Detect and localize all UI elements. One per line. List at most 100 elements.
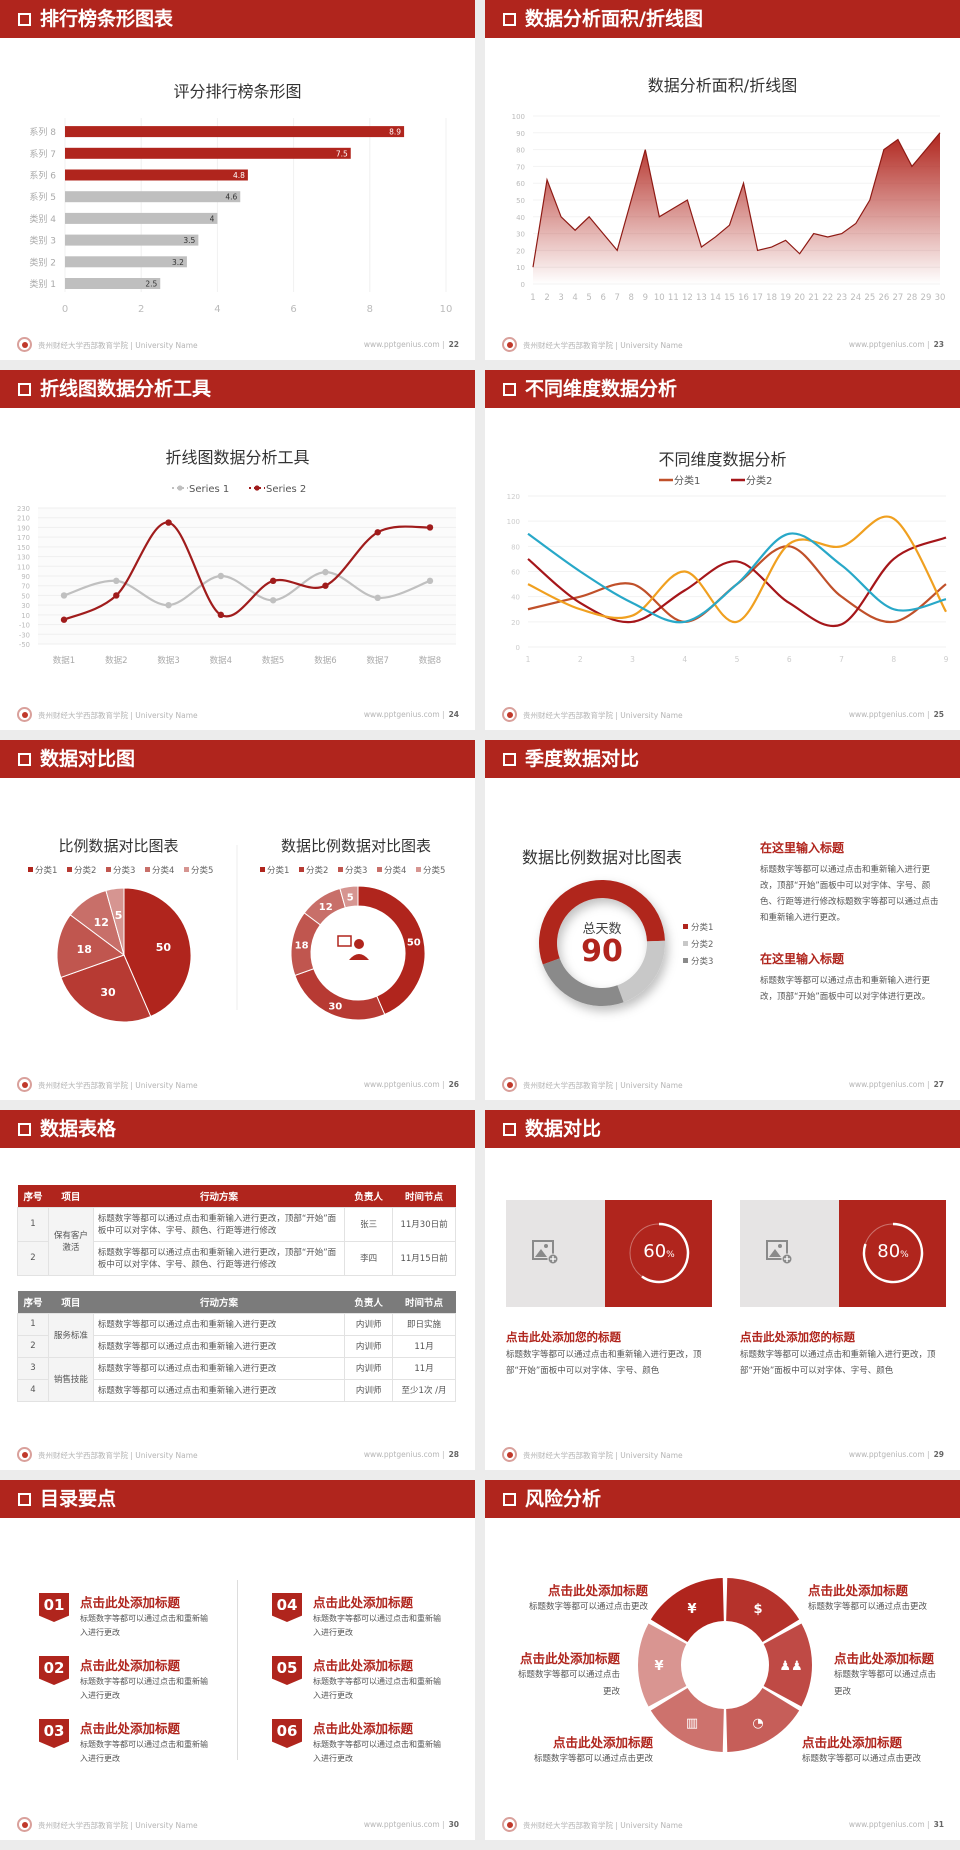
data-point bbox=[374, 594, 381, 602]
cell-index: 1 bbox=[17, 1206, 49, 1242]
slide-footer: 贵州财经大学西部教育学院 | University Name www.pptgen… bbox=[485, 1812, 960, 1840]
slide-area-chart[interactable]: 数据分析面积/折线图 数据分析面积/折线图 贵州财经大学西部教育学院 | Uni… bbox=[485, 0, 960, 360]
slice-label: 5 bbox=[347, 893, 354, 904]
percent-value: 60% bbox=[625, 1241, 693, 1262]
item-heading: 点击此处添加标题 bbox=[80, 1595, 181, 1610]
item-text: 标题数字等都可以通过点击和重新输入进行更改 bbox=[80, 1614, 208, 1637]
legend-swatch bbox=[683, 941, 688, 946]
slide-toc-points[interactable]: 目录要点 贵州财经大学西部教育学院 | University Name www.p… bbox=[0, 1480, 475, 1840]
image-placeholder[interactable] bbox=[506, 1200, 605, 1307]
footer-school: 贵州财经大学西部教育学院 | University Name bbox=[38, 711, 198, 720]
legend-label: 分类3 bbox=[113, 865, 135, 876]
y-tick-label: 40 bbox=[516, 214, 525, 222]
x-tick-label: 5 bbox=[735, 655, 740, 664]
footer-right: www.pptgenius.com | 26 bbox=[364, 1080, 459, 1089]
x-tick-label: 2 bbox=[544, 293, 549, 303]
data-point bbox=[165, 601, 172, 609]
bar-value-label: 2.5 bbox=[145, 280, 157, 289]
donut-slice bbox=[539, 880, 665, 965]
footer-url[interactable]: www.pptgenius.com | bbox=[363, 1450, 445, 1459]
slide-bar-ranking[interactable]: 排行榜条形图表 评分排行榜条形图 贵州财经大学西部教育学院 | Universi… bbox=[0, 0, 475, 360]
footer-url[interactable]: www.pptgenius.com | bbox=[848, 710, 930, 719]
footer-url[interactable]: www.pptgenius.com | bbox=[848, 1080, 930, 1089]
slide-footer: 贵州财经大学西部教育学院 | University Name www.pptgen… bbox=[485, 702, 960, 730]
chart-title: 折线图数据分析工具 bbox=[165, 448, 310, 467]
category-label: 类别 2 bbox=[29, 256, 56, 268]
table-row: 2 标题数字等都可以通过点击和重新输入进行更改，顶部“开始”面板中可以对字体、字… bbox=[17, 1240, 456, 1276]
chart-title: 不同维度数据分析 bbox=[658, 450, 787, 469]
image-placeholder[interactable] bbox=[740, 1200, 839, 1307]
y-tick-label: 10 bbox=[516, 264, 525, 272]
item-text: 标题数字等都可以通过点击和重新输入进行更改 bbox=[313, 1614, 441, 1637]
x-tick-label: 16 bbox=[738, 293, 749, 303]
category-label: 系列 5 bbox=[29, 191, 56, 203]
bar bbox=[65, 234, 199, 246]
slice-label: 30 bbox=[100, 986, 116, 999]
slide-quarter-compare[interactable]: 季度数据对比 数据比例数据对比图表 在这里输入标题 标题数字等都可以通过点击和重… bbox=[485, 740, 960, 1100]
series-line bbox=[527, 515, 947, 623]
action-table-1: 序号 项目 行动方案 负责人 时间节点 1 保有客户激活 标题数字等都可以通过点… bbox=[17, 1185, 456, 1276]
cell-owner: 内训师 bbox=[344, 1312, 394, 1336]
slide-data-table[interactable]: 数据表格 序号 项目 行动方案 负责人 时间节点 1 保有客户激活 标题数字等都… bbox=[0, 1110, 475, 1470]
y-tick-label: 0 bbox=[516, 644, 520, 652]
cycle-segment bbox=[638, 1623, 687, 1707]
footer-url[interactable]: www.pptgenius.com | bbox=[363, 710, 445, 719]
cell-plan: 标题数字等都可以通过点击和重新输入进行更改 bbox=[92, 1312, 346, 1336]
x-tick-label: 22 bbox=[822, 293, 833, 303]
number-badge: 05 bbox=[272, 1656, 302, 1685]
slide-title: 折线图数据分析工具 bbox=[40, 378, 212, 400]
slide-footer: 贵州财经大学西部教育学院 | University Name www.pptgen… bbox=[0, 1812, 475, 1840]
slide-pie-compare[interactable]: 数据对比图 比例数据对比图表 数据比例数据对比图表 贵州财经大学西部教育学院 |… bbox=[0, 740, 475, 1100]
card-text: 标题数字等都可以通过点击和重新输入进行更改，顶部“开始”面板中可以对字体、字号、… bbox=[506, 1350, 702, 1376]
checkbox-icon bbox=[18, 382, 31, 396]
col-header: 项目 bbox=[48, 1185, 94, 1207]
bar bbox=[65, 212, 218, 224]
footer-url[interactable]: www.pptgenius.com | bbox=[363, 1820, 445, 1829]
table-header-row: 序号 项目 行动方案 负责人 时间节点 bbox=[17, 1185, 456, 1207]
legend-swatch bbox=[416, 867, 421, 872]
slice-label: 12 bbox=[94, 916, 109, 929]
footer-school: 贵州财经大学西部教育学院 | University Name bbox=[38, 1821, 198, 1830]
slide-risk-analysis[interactable]: 风险分析 贵州财经大学西部教育学院 | University Name www.p… bbox=[485, 1480, 960, 1840]
slide-data-compare[interactable]: 数据对比 60% 80% 点击此处添加您的标题 标题数字等都可以通过点击和重新输… bbox=[485, 1110, 960, 1470]
footer-url[interactable]: www.pptgenius.com | bbox=[848, 1450, 930, 1459]
slide-header: 数据对比 bbox=[485, 1110, 960, 1148]
legend-swatch bbox=[106, 867, 111, 872]
slide-line-tool[interactable]: 折线图数据分析工具 折线图数据分析工具 贵州财经大学西部教育学院 | Unive… bbox=[0, 370, 475, 730]
item-text: 标题数字等都可以通过点击和重新输入进行更改 bbox=[313, 1740, 441, 1763]
cell-index: 4 bbox=[17, 1378, 49, 1402]
item-heading: 点击此处添加标题 bbox=[802, 1735, 903, 1750]
cell-deadline: 11月15日前 bbox=[392, 1240, 456, 1276]
cycle-segment bbox=[650, 1578, 724, 1643]
cell-plan: 标题数字等都可以通过点击和重新输入进行更改，顶部“开始”面板中可以对字体、字号、… bbox=[92, 1206, 346, 1242]
footer-url[interactable]: www.pptgenius.com | bbox=[363, 1080, 445, 1089]
col-header: 序号 bbox=[17, 1185, 49, 1207]
footer-url[interactable]: www.pptgenius.com | bbox=[848, 1820, 930, 1829]
x-tick-label: 18 bbox=[766, 293, 777, 303]
add-image-icon bbox=[535, 1249, 547, 1257]
slide-title: 不同维度数据分析 bbox=[525, 378, 678, 400]
cell-owner: 内训师 bbox=[344, 1356, 394, 1380]
footer-url[interactable]: www.pptgenius.com | bbox=[363, 340, 445, 349]
col-header: 项目 bbox=[48, 1291, 94, 1313]
slide-multi-line[interactable]: 不同维度数据分析 不同维度数据分析 贵州财经大学西部教育学院 | Univers… bbox=[485, 370, 960, 730]
x-tick-label: 20 bbox=[794, 293, 805, 303]
checkbox-icon bbox=[18, 1122, 31, 1136]
chart-title: 数据分析面积/折线图 bbox=[647, 76, 798, 95]
users-icon: ♟♟ bbox=[779, 1659, 802, 1674]
pie-slice bbox=[123, 887, 192, 1018]
x-tick-label: 数据7 bbox=[367, 655, 389, 666]
chart-canvas: ¥ $ ♟♟ ◔ ▥ ¥ bbox=[638, 1578, 812, 1752]
y-tick-label: 130 bbox=[17, 554, 30, 562]
university-logo-icon bbox=[502, 1817, 517, 1832]
footer-url[interactable]: www.pptgenius.com | bbox=[848, 340, 930, 349]
footer-school: 贵州财经大学西部教育学院 | University Name bbox=[523, 341, 683, 350]
item-text: 标题数字等都可以通过点击和重新输入进行更改 bbox=[80, 1740, 208, 1763]
slide-header: 数据分析面积/折线图 bbox=[485, 0, 960, 38]
progress-arc bbox=[862, 1222, 924, 1284]
y-tick-label: 80 bbox=[511, 543, 520, 551]
slide-title: 季度数据对比 bbox=[525, 748, 640, 770]
col-header: 行动方案 bbox=[93, 1291, 345, 1313]
legend-swatch bbox=[260, 867, 265, 872]
slice-label: 50 bbox=[407, 937, 421, 948]
